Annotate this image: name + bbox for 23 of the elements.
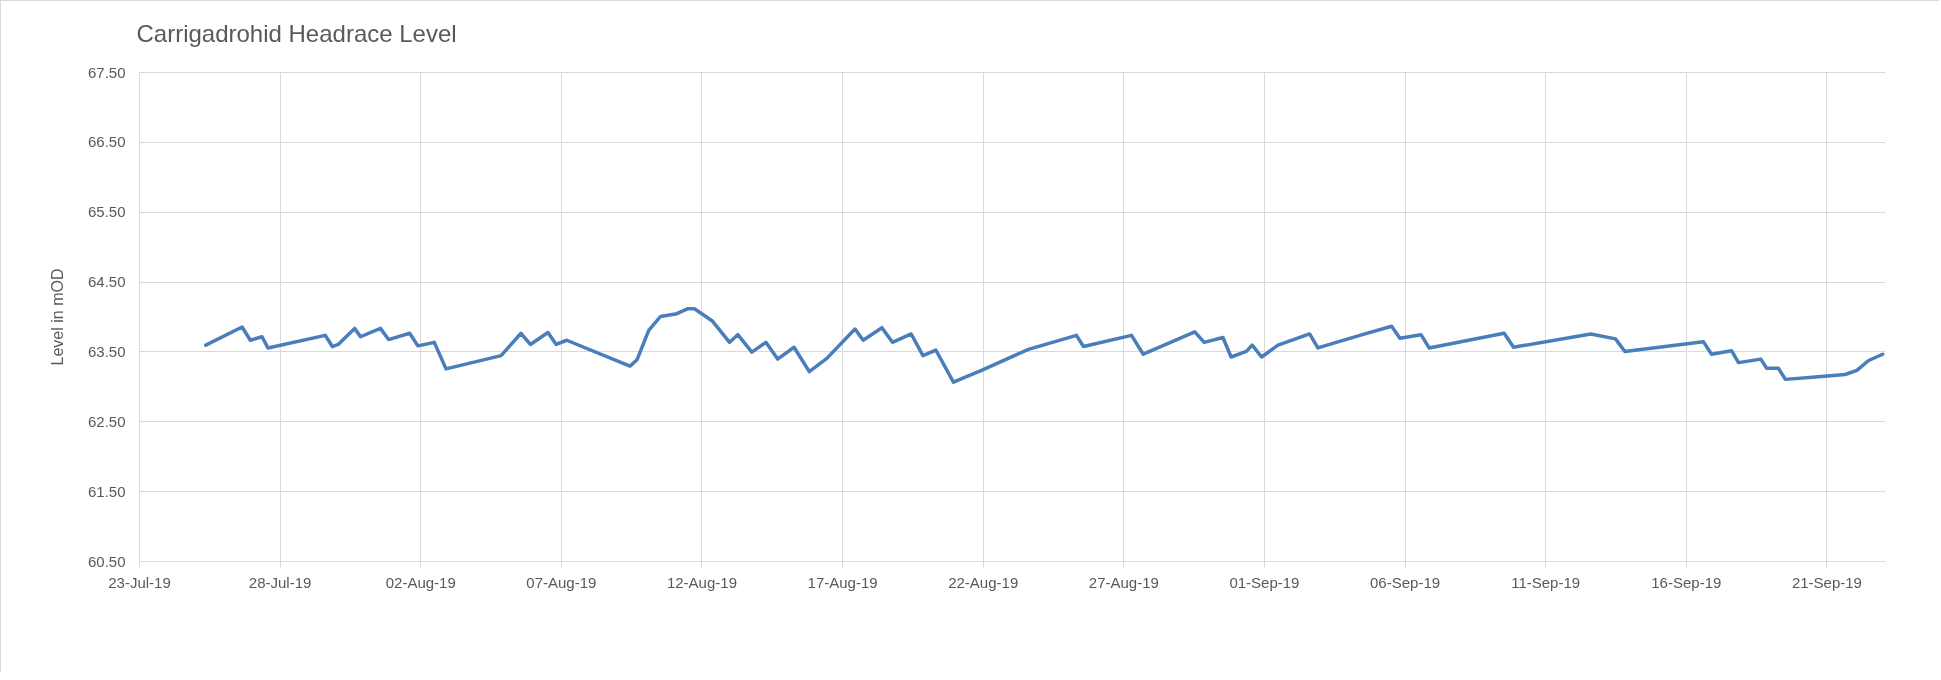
x-tick-label: 02-Aug-19 <box>385 573 456 591</box>
y-tick-label: 63.50 <box>87 342 126 360</box>
x-tick-label: 07-Aug-19 <box>526 573 597 591</box>
x-tick-label: 28-Jul-19 <box>248 573 312 591</box>
x-tick-label: 27-Aug-19 <box>1088 573 1159 591</box>
y-tick-label: 62.50 <box>87 412 126 430</box>
x-tick-label: 22-Aug-19 <box>948 573 1019 591</box>
x-tick-label: 11-Sep-19 <box>1511 573 1581 591</box>
y-tick-label: 60.50 <box>87 552 126 570</box>
y-tick-label: 64.50 <box>87 273 126 291</box>
y-tick-label: 67.50 <box>87 63 126 81</box>
x-tick-label: 12-Aug-19 <box>666 573 737 591</box>
chart-title: Carrigadrohid Headrace Level <box>136 20 457 47</box>
x-tick-label: 16-Sep-19 <box>1651 573 1722 591</box>
x-tick-label: 01-Sep-19 <box>1229 573 1300 591</box>
x-tick-label: 21-Sep-19 <box>1791 573 1862 591</box>
x-tick-label: 23-Jul-19 <box>108 573 171 591</box>
y-axis-title: Level in mOD <box>48 268 66 366</box>
x-tick-label: 06-Sep-19 <box>1370 573 1441 591</box>
x-tick-label: 17-Aug-19 <box>807 573 878 591</box>
y-tick-label: 66.50 <box>87 133 126 151</box>
y-tick-label: 65.50 <box>87 203 126 221</box>
y-tick-label: 61.50 <box>87 482 126 500</box>
